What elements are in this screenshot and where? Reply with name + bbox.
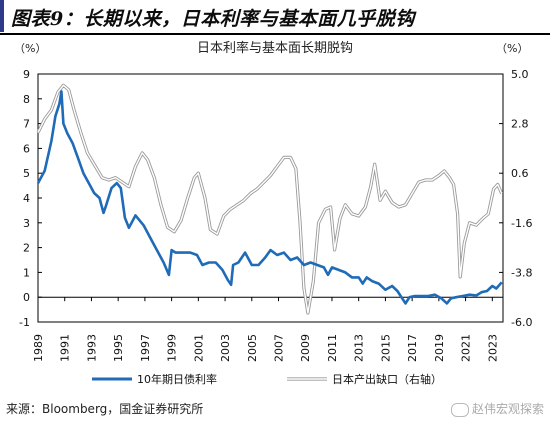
chart-title: 日本利率与基本面长期脱钩 (197, 40, 353, 56)
x-tick-label: 2017 (406, 334, 419, 362)
left-tick-label: 5 (23, 167, 30, 180)
figure-header: 图表9：长期以来，日本利率与基本面几乎脱钩 (0, 0, 550, 35)
series-line-jgb-10y (36, 90, 503, 305)
legend-label-output-gap: 日本产出缺口（右轴） (332, 372, 442, 386)
right-tick-label: 5.0 (511, 68, 529, 81)
x-tick-label: 1989 (32, 334, 45, 362)
chart-svg: 日本利率与基本面长期脱钩 （%） （%） -1 0 1 2 3 4 5 6 7 8 9 -6.0 -3… (14, 40, 532, 386)
left-axis-unit: （%） (14, 42, 46, 55)
left-tick-label: 6 (23, 142, 30, 155)
x-tick-label: 2005 (246, 334, 259, 362)
figure-title: 图表9：长期以来，日本利率与基本面几乎脱钩 (11, 8, 415, 30)
x-tick-label: 2011 (326, 334, 339, 362)
left-tick-label: 1 (23, 266, 30, 279)
x-tick-label: 2009 (299, 334, 312, 362)
x-tick-label: 2023 (486, 334, 499, 362)
right-tick-label: -3.8 (511, 266, 532, 279)
left-axis: -1 0 1 2 3 4 5 6 7 8 9 (19, 68, 42, 329)
x-axis: 1989 1991 1993 1995 1997 1999 2001 2003 2005 2007… (32, 296, 503, 362)
watermark-text: 赵伟宏观探索 (471, 402, 544, 416)
x-tick-label: 2007 (273, 334, 286, 362)
right-tick-label: -6.0 (511, 316, 532, 329)
x-tick-label: 2001 (192, 334, 205, 362)
right-axis: -6.0 -3.8 -1.6 0.6 2.8 5.0 (499, 68, 532, 329)
right-tick-label: 2.8 (511, 118, 529, 131)
x-tick-label: 1993 (85, 334, 98, 362)
x-tick-label: 1999 (166, 334, 179, 362)
chart-area: 日本利率与基本面长期脱钩 （%） （%） -1 0 1 2 3 4 5 6 7 8 9 -6.0 -3… (0, 36, 550, 396)
right-axis-unit: （%） (496, 42, 528, 55)
series-line-output-gap (37, 84, 503, 314)
source-note: 来源：Bloomberg，国金证券研究所 (6, 402, 204, 416)
left-tick-label: 3 (23, 217, 30, 230)
x-tick-label: 2003 (219, 334, 232, 362)
left-tick-label: 9 (23, 68, 30, 81)
watermark: 赵伟宏观探索 (450, 400, 544, 417)
header-accent-bar (0, 0, 4, 32)
x-tick-label: 2019 (433, 334, 446, 362)
x-tick-label: 2013 (353, 334, 366, 362)
left-tick-label: 2 (23, 242, 30, 255)
left-tick-label: -1 (19, 316, 30, 329)
x-tick-label: 1995 (112, 334, 125, 362)
x-tick-label: 1997 (139, 334, 152, 362)
header-rule (0, 33, 550, 35)
series-layer (36, 83, 504, 315)
wechat-icon (450, 402, 469, 417)
legend: 10年期日债利率 日本产出缺口（右轴） (92, 372, 442, 386)
x-tick-label: 1991 (59, 334, 72, 362)
right-tick-label: 0.6 (511, 167, 529, 180)
left-tick-label: 0 (23, 291, 30, 304)
legend-label-jgb-10y: 10年期日债利率 (137, 372, 217, 386)
x-tick-label: 2021 (460, 334, 473, 362)
left-tick-label: 8 (23, 93, 30, 106)
right-tick-label: -1.6 (511, 217, 532, 230)
left-tick-label: 4 (23, 192, 30, 205)
left-tick-label: 7 (23, 118, 30, 131)
x-tick-label: 2015 (379, 334, 392, 362)
